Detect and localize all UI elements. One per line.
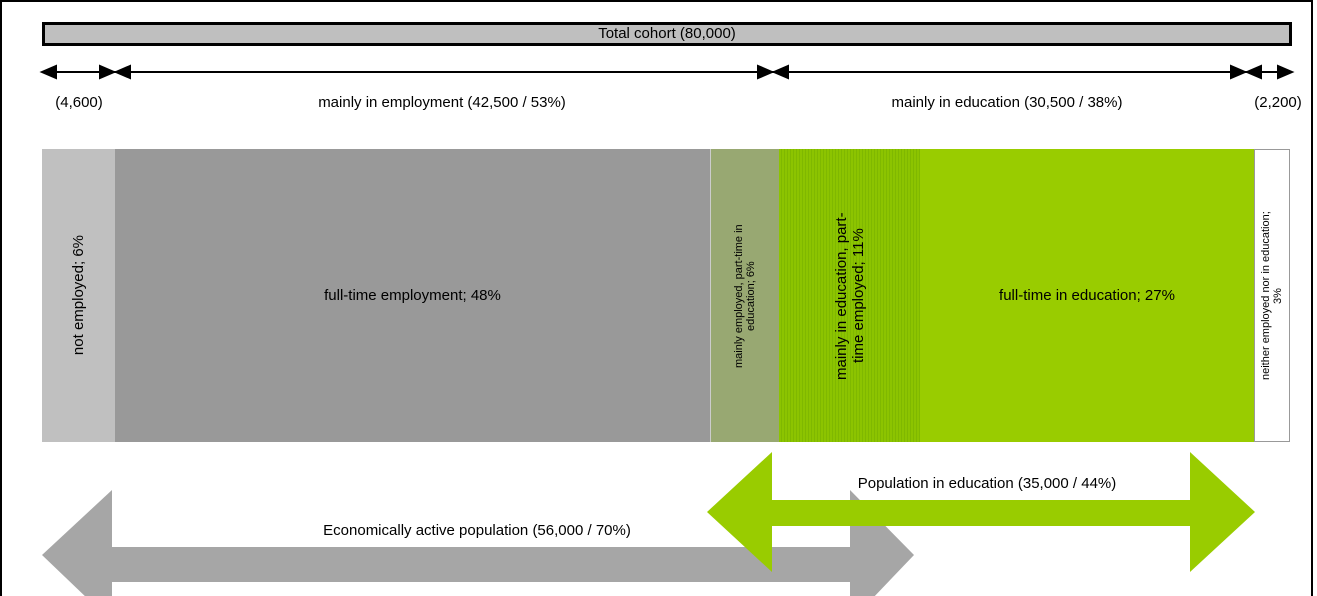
arrowhead (771, 64, 789, 80)
arrow-label: Population in education (35,000 / 44%) (857, 475, 1117, 492)
bracket-label: (4,600) (55, 94, 103, 111)
education-arrow (707, 452, 1255, 572)
arrowhead (39, 64, 57, 80)
arrowhead (1277, 64, 1295, 80)
bracket-label: (2,200) (1254, 94, 1302, 111)
segment-label: mainly in education, part-time employed;… (832, 211, 867, 380)
segment: full-time in education; 27% (920, 149, 1254, 442)
bracket-label: mainly in employment (42,500 / 53%) (318, 94, 566, 111)
total-cohort-bar: Total cohort (80,000) (42, 22, 1292, 46)
segment: mainly employed, part-time in education;… (710, 149, 779, 442)
economically-active-arrow (42, 490, 914, 596)
segment-label: mainly employed, part-time in education;… (733, 223, 757, 368)
arrowhead (99, 64, 117, 80)
brackets (39, 64, 1295, 80)
arrow-label: Economically active population (56,000 /… (323, 522, 631, 539)
arrowhead (1244, 64, 1262, 80)
arrowhead (113, 64, 131, 80)
segment: full-time employment; 48% (115, 149, 710, 442)
bracket-label: mainly in education (30,500 / 38%) (891, 94, 1123, 111)
segment: neither employed nor in education; 3% (1254, 149, 1290, 442)
segment: mainly in education, part-time employed;… (779, 149, 920, 442)
segment: not employed; 6% (42, 149, 115, 442)
segment-label: full-time employment; 48% (324, 287, 501, 304)
segment-label: not employed; 6% (70, 235, 87, 356)
arrowhead (757, 64, 775, 80)
arrowhead (1230, 64, 1248, 80)
segment-label: neither employed nor in education; 3% (1260, 211, 1284, 380)
segment-label: full-time in education; 27% (999, 287, 1175, 304)
